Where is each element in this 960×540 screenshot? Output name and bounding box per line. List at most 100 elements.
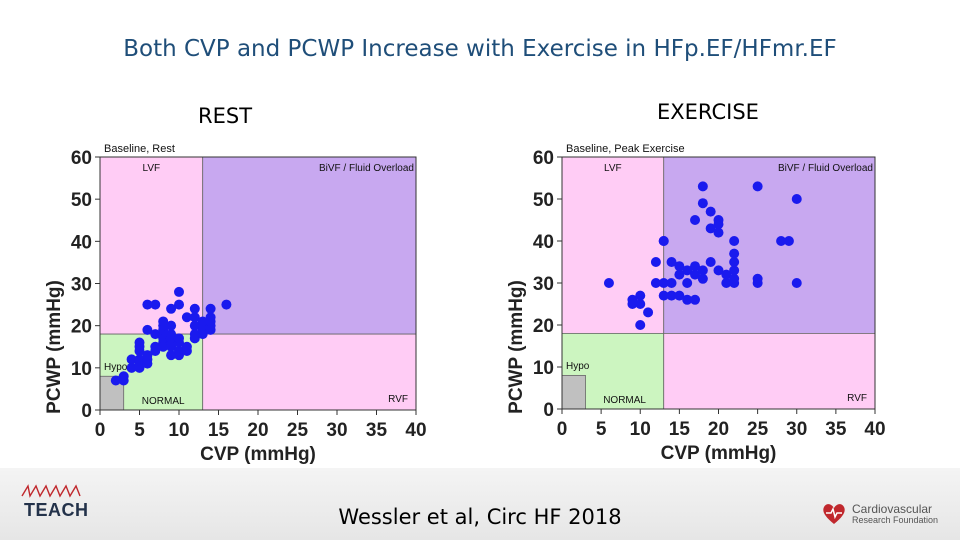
data-point bbox=[189, 312, 200, 323]
data-point bbox=[150, 341, 161, 352]
data-point bbox=[118, 371, 129, 382]
slide-title: Both CVP and PCWP Increase with Exercise… bbox=[123, 36, 837, 62]
heart-icon bbox=[823, 504, 845, 524]
data-point bbox=[134, 354, 145, 365]
data-point bbox=[643, 307, 654, 318]
crf-logo-subtitle: Research Foundation bbox=[852, 515, 939, 525]
data-point bbox=[690, 215, 701, 225]
data-point bbox=[674, 290, 685, 301]
data-point bbox=[658, 290, 669, 301]
y-tick-label: 0 bbox=[543, 400, 554, 421]
chart-title: Baseline, Peak Exercise bbox=[566, 143, 685, 155]
y-tick-label: 40 bbox=[71, 232, 92, 253]
x-tick-label: 5 bbox=[134, 420, 145, 441]
teach-logo-text: TEACH bbox=[24, 500, 89, 520]
region-bivf-fluid-overload bbox=[663, 156, 876, 334]
data-point bbox=[713, 265, 724, 276]
data-point bbox=[142, 324, 153, 335]
data-point bbox=[205, 312, 216, 323]
data-point bbox=[690, 294, 701, 305]
data-point bbox=[713, 227, 724, 238]
data-point bbox=[690, 261, 701, 272]
data-point bbox=[142, 350, 153, 361]
data-point bbox=[674, 269, 685, 280]
region-label-normal: NORMAL bbox=[603, 395, 646, 406]
y-axis-label: PCWP (mmHg) bbox=[44, 280, 65, 414]
region-label-bivf-fluid-overload: BiVF / Fluid Overload bbox=[319, 163, 414, 174]
y-tick-label: 40 bbox=[533, 232, 554, 253]
data-point bbox=[150, 299, 161, 310]
y-tick-label: 50 bbox=[71, 190, 92, 211]
data-point bbox=[682, 294, 693, 305]
x-tick-label: 35 bbox=[366, 420, 388, 441]
y-tick-label: 60 bbox=[533, 148, 554, 169]
data-point bbox=[783, 236, 794, 246]
region-label-rvf: RVF bbox=[388, 394, 408, 405]
data-point bbox=[666, 290, 677, 301]
data-point bbox=[174, 333, 184, 344]
data-point bbox=[729, 265, 740, 276]
data-point bbox=[205, 303, 216, 314]
data-point bbox=[674, 261, 685, 272]
x-tick-label: 40 bbox=[405, 420, 426, 441]
x-axis-label: CVP (mmHg) bbox=[661, 443, 777, 464]
data-point bbox=[189, 329, 200, 340]
data-point bbox=[666, 257, 677, 267]
y-tick-label: 60 bbox=[71, 148, 92, 169]
region-label-hypo: Hypo bbox=[566, 361, 590, 372]
x-tick-label: 35 bbox=[825, 419, 847, 440]
data-point bbox=[166, 329, 177, 340]
data-point bbox=[697, 265, 708, 276]
x-tick-label: 10 bbox=[168, 420, 189, 441]
data-point bbox=[658, 236, 669, 246]
data-point bbox=[697, 181, 708, 192]
region-label-lvf: LVF bbox=[143, 163, 161, 174]
data-point bbox=[142, 299, 153, 310]
x-tick-label: 20 bbox=[708, 419, 729, 440]
data-point bbox=[682, 265, 693, 276]
y-tick-label: 20 bbox=[71, 317, 92, 338]
x-tick-label: 5 bbox=[596, 419, 607, 440]
data-point bbox=[181, 312, 192, 323]
exercise-scatter-chart: LVF BiVF / Fluid Overload NORMAL RVF Hypo Bas… bbox=[506, 143, 886, 464]
x-tick-label: 0 bbox=[95, 420, 106, 441]
data-point bbox=[752, 181, 763, 192]
data-point bbox=[729, 273, 740, 284]
y-tick-label: 50 bbox=[533, 190, 554, 211]
data-point bbox=[158, 316, 169, 327]
data-point bbox=[721, 278, 732, 288]
y-tick-label: 30 bbox=[533, 274, 554, 295]
y-tick-label: 10 bbox=[533, 358, 554, 379]
x-axis-label: CVP (mmHg) bbox=[200, 444, 316, 465]
data-point bbox=[658, 278, 669, 288]
data-point bbox=[197, 316, 208, 327]
data-point bbox=[221, 299, 232, 310]
data-point bbox=[189, 303, 200, 314]
data-point bbox=[603, 278, 614, 288]
x-tick-label: 25 bbox=[747, 419, 769, 440]
y-tick-label: 20 bbox=[533, 316, 554, 337]
data-point bbox=[174, 299, 184, 310]
data-point bbox=[181, 341, 192, 352]
y-tick-label: 0 bbox=[81, 401, 92, 422]
data-point bbox=[627, 294, 638, 305]
data-point bbox=[635, 299, 646, 309]
x-tick-label: 30 bbox=[786, 419, 807, 440]
teach-logo-icon bbox=[21, 484, 81, 498]
x-tick-label: 30 bbox=[326, 420, 347, 441]
y-tick-label: 10 bbox=[71, 359, 92, 380]
panel-label-exercise: EXERCISE bbox=[657, 100, 759, 124]
y-axis-label: PCWP (mmHg) bbox=[506, 280, 527, 414]
data-point bbox=[666, 278, 677, 288]
data-point bbox=[690, 269, 701, 280]
data-point bbox=[705, 206, 716, 217]
region-label-hypo: Hypo bbox=[104, 362, 128, 373]
data-point bbox=[166, 350, 177, 361]
data-point bbox=[729, 248, 740, 259]
crf-logo-name: Cardiovascular bbox=[852, 502, 933, 516]
region-label-rvf: RVF bbox=[847, 393, 867, 404]
x-tick-label: 0 bbox=[557, 419, 568, 440]
region-rvf bbox=[202, 333, 417, 411]
region-bivf-fluid-overload bbox=[202, 156, 417, 335]
y-tick-label: 30 bbox=[71, 275, 92, 296]
